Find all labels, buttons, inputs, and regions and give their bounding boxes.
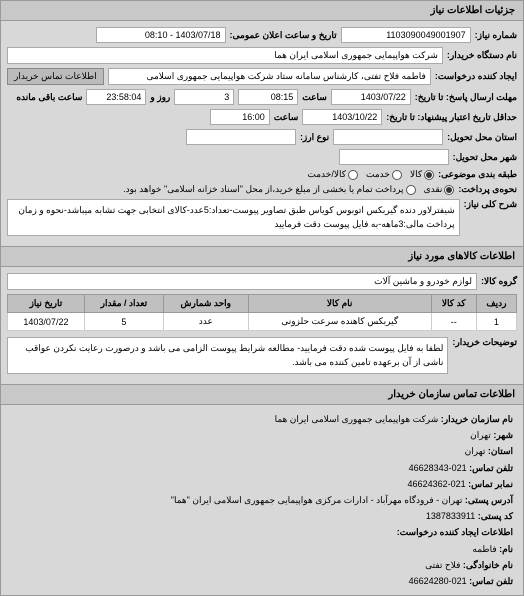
budget-radio-group: کالا خدمت کالا/خدمت xyxy=(307,169,434,180)
name: فاطمه xyxy=(472,544,496,554)
delivery-state xyxy=(333,129,443,145)
buyer-org-label: نام دستگاه خریدار: xyxy=(447,50,517,61)
city: تهران xyxy=(470,430,491,440)
family-label: نام خانوادگی: xyxy=(463,560,513,570)
radio-icon xyxy=(348,170,358,180)
note-label: توضیحات خریدار: xyxy=(452,337,517,348)
postcode: 1387833911 xyxy=(426,511,475,521)
panel-title: جزئیات اطلاعات نیاز xyxy=(1,1,523,21)
name-label: نام: xyxy=(499,544,513,554)
requester-label: ایجاد کننده درخواست: xyxy=(435,71,517,82)
goods-table: ردیف کد کالا نام کالا واحد شمارش تعداد /… xyxy=(7,294,517,331)
form-panel: جزئیات اطلاعات نیاز شماره نیاز: 11030900… xyxy=(0,0,524,596)
creator-phone: 021-46624280 xyxy=(409,576,467,586)
deadline-date: 1403/07/22 xyxy=(331,89,411,105)
public-date-label: تاریخ و ساعت اعلان عمومی: xyxy=(230,30,337,41)
budget-opt-a[interactable]: کالا xyxy=(410,169,434,180)
col-name: نام کالا xyxy=(248,295,431,313)
radio-icon xyxy=(392,170,402,180)
creator-phone-label: تلفن تماس: xyxy=(469,576,513,586)
postal: تهران - فرودگاه مهرآباد - ادارات مرکزی ه… xyxy=(171,495,463,505)
goods-section-title: اطلاعات کالاهای مورد نیاز xyxy=(1,246,523,267)
city-label: شهر: xyxy=(493,430,513,440)
delivery-city xyxy=(339,149,449,165)
radio-icon xyxy=(406,185,416,195)
creator-title: اطلاعات ایجاد کننده درخواست: xyxy=(397,527,513,537)
fax-label: نمابر تماس: xyxy=(468,479,513,489)
buyer-org: شرکت هواپیمایی جمهوری اسلامی ایران هما xyxy=(7,47,443,64)
request-no: 1103090049001907 xyxy=(341,27,471,43)
main-form: شماره نیاز: 1103090049001907 تاریخ و ساع… xyxy=(1,21,523,246)
public-date: 1403/07/18 - 08:10 xyxy=(96,27,226,43)
remain-suffix: ساعت باقی مانده xyxy=(16,92,82,103)
cell-unit: عدد xyxy=(163,313,248,331)
group: لوازم خودرو و ماشین آلات xyxy=(7,273,477,290)
phone: 021-46628343 xyxy=(409,463,467,473)
family: فلاح تفتی xyxy=(425,560,460,570)
province: تهران xyxy=(465,446,486,456)
col-code: کد کالا xyxy=(431,295,476,313)
budget-type-label: طبقه بندی موضوعی: xyxy=(438,169,517,180)
requester: فاطمه فلاح تفتی، کارشناس سامانه ستاد شرک… xyxy=(108,68,431,85)
cell-date: 1403/07/22 xyxy=(8,313,85,331)
budget-opt-b[interactable]: خدمت xyxy=(366,169,402,180)
org: شرکت هواپیمایی جمهوری اسلامی ایران هما xyxy=(275,414,439,424)
col-unit: واحد شمارش xyxy=(163,295,248,313)
remain-day-label: روز و xyxy=(150,92,170,103)
remain-days: 3 xyxy=(174,89,234,105)
summary-label: شرح کلی نیاز: xyxy=(464,199,517,210)
col-qty: تعداد / مقدار xyxy=(84,295,163,313)
contact-section-title: اطلاعات تماس سازمان خریدار xyxy=(1,384,523,405)
buyer-note: لطفا به فایل پیوست شده دقت فرمایید- مطال… xyxy=(7,337,448,374)
postal-label: آدرس پستی: xyxy=(465,495,513,505)
col-idx: ردیف xyxy=(476,295,516,313)
cell-qty: 5 xyxy=(84,313,163,331)
org-label: نام سازمان خریدار: xyxy=(441,414,513,424)
phone-label: تلفن تماس: xyxy=(469,463,513,473)
radio-icon xyxy=(444,185,454,195)
summary-text: شیفترلاور دنده گیربکس اتوبوس کویاس طبق ت… xyxy=(7,199,460,236)
cell-name: گیربکس کاهنده سرعت حلزونی xyxy=(248,313,431,331)
credit-time-label: ساعت xyxy=(274,112,299,123)
goods-section: گروه کالا: لوازم خودرو و ماشین آلات ردیف… xyxy=(1,267,523,384)
group-label: گروه کالا: xyxy=(481,276,517,287)
credit-date: 1403/10/22 xyxy=(302,109,382,125)
delivery-state-label: استان محل تحویل: xyxy=(447,132,517,143)
fax: 021-46624362 xyxy=(408,479,466,489)
payment-radio-group: نقدی پرداخت تمام یا بخشی از مبلغ خرید،از… xyxy=(123,184,454,195)
deadline-time: 08:15 xyxy=(238,89,298,105)
cell-idx: 1 xyxy=(476,313,516,331)
request-no-label: شماره نیاز: xyxy=(475,30,517,41)
credit-time: 16:00 xyxy=(210,109,270,125)
currency xyxy=(186,129,296,145)
province-label: استان: xyxy=(488,446,513,456)
deadline-time-label: ساعت xyxy=(302,92,327,103)
contact-info-button[interactable]: اطلاعات تماس خریدار xyxy=(7,68,104,85)
payment-label: نحوه‌ی پرداخت: xyxy=(458,184,517,195)
deadline-label: مهلت ارسال پاسخ: تا تاریخ: xyxy=(415,92,517,103)
radio-icon xyxy=(424,170,434,180)
table-row: 1 -- گیربکس کاهنده سرعت حلزونی عدد 5 140… xyxy=(8,313,517,331)
credit-label: حداقل تاریخ اعتبار پیشنهاد: تا تاریخ: xyxy=(386,112,517,123)
contact-section: نام سازمان خریدار: شرکت هواپیمایی جمهوری… xyxy=(1,405,523,595)
budget-opt-c[interactable]: کالا/خدمت xyxy=(307,169,358,180)
postcode-label: کد پستی: xyxy=(478,511,513,521)
payment-opt-partial[interactable]: پرداخت تمام یا بخشی از مبلغ خرید،از محل … xyxy=(123,184,415,195)
col-date: تاریخ نیاز xyxy=(8,295,85,313)
currency-label: نوع ارز: xyxy=(300,132,329,143)
delivery-city-label: شهر محل تحویل: xyxy=(453,152,517,163)
cell-code: -- xyxy=(431,313,476,331)
remain-time: 23:58:04 xyxy=(86,89,146,105)
payment-opt-cash[interactable]: نقدی xyxy=(424,184,455,195)
table-header-row: ردیف کد کالا نام کالا واحد شمارش تعداد /… xyxy=(8,295,517,313)
